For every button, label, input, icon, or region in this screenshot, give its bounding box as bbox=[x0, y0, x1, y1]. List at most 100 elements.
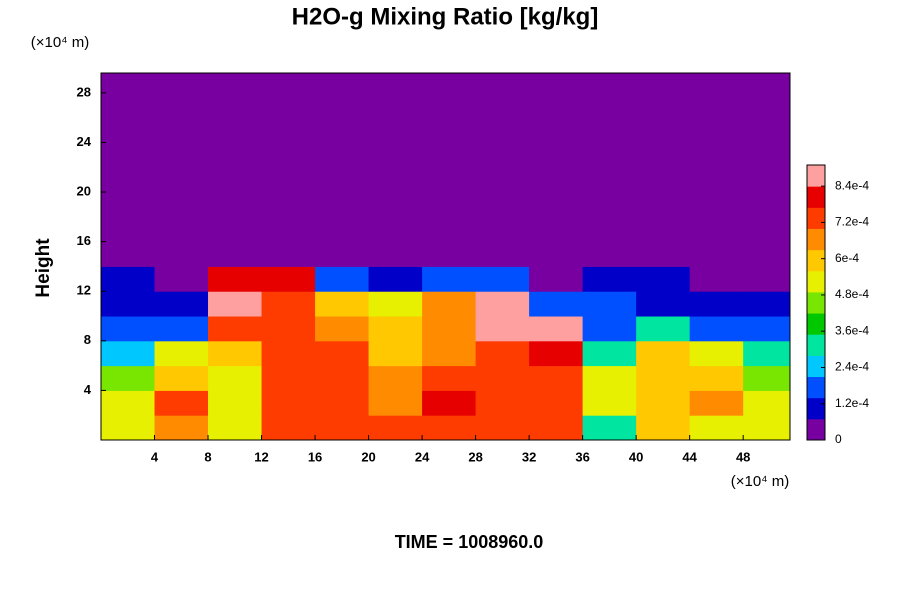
field-cell bbox=[529, 73, 584, 267]
y-tick-label: 8 bbox=[84, 332, 91, 347]
colorbar-band bbox=[807, 376, 825, 399]
colorbar-tick-label: 1.2e-4 bbox=[835, 396, 869, 410]
field-cell bbox=[101, 73, 156, 267]
field-cell bbox=[154, 340, 209, 367]
x-tick-label: 20 bbox=[361, 449, 375, 464]
colorbar-band bbox=[807, 186, 825, 208]
field-cell bbox=[208, 291, 263, 317]
field-cell bbox=[101, 415, 156, 440]
x-unit: (×10⁴ m) bbox=[731, 473, 790, 490]
field-cell bbox=[475, 390, 530, 416]
colorbar-tick-label: 0 bbox=[835, 432, 842, 446]
field-cell bbox=[154, 365, 209, 391]
colorbar-band bbox=[807, 313, 825, 335]
field-cell bbox=[422, 340, 477, 367]
field-cell bbox=[261, 415, 316, 440]
field-cell bbox=[208, 73, 263, 267]
field-cell bbox=[743, 316, 790, 342]
field-cell bbox=[261, 365, 316, 391]
field-cell bbox=[529, 291, 584, 317]
x-tick-label: 16 bbox=[308, 449, 322, 464]
field-cell bbox=[261, 390, 316, 416]
y-unit: (×10⁴ m) bbox=[31, 34, 90, 51]
field-cell bbox=[368, 365, 423, 391]
field-cell bbox=[368, 415, 423, 440]
y-axis-label: Height bbox=[33, 238, 54, 298]
field-cell bbox=[529, 316, 584, 342]
field-cell bbox=[582, 291, 637, 317]
field-cell bbox=[689, 365, 744, 391]
y-tick-label: 16 bbox=[77, 233, 91, 248]
field-cell bbox=[261, 340, 316, 367]
x-tick-label: 28 bbox=[468, 449, 482, 464]
field-cell bbox=[743, 73, 790, 267]
field-cell bbox=[422, 390, 477, 416]
x-tick-label: 36 bbox=[575, 449, 589, 464]
field-cell bbox=[743, 415, 790, 440]
field-cell bbox=[582, 73, 637, 267]
field-cell bbox=[315, 415, 370, 440]
field-cell bbox=[689, 291, 744, 317]
field-cell bbox=[475, 365, 530, 391]
colorbar-band bbox=[807, 270, 825, 293]
field-cell bbox=[636, 73, 691, 267]
field-cell bbox=[101, 390, 156, 416]
field-cell bbox=[315, 340, 370, 367]
field-cell bbox=[689, 73, 744, 267]
field-cell bbox=[101, 316, 156, 342]
field-cell bbox=[422, 291, 477, 317]
field-cell bbox=[315, 73, 370, 267]
field-cell bbox=[154, 291, 209, 317]
colorbar-tick-label: 7.2e-4 bbox=[835, 215, 869, 229]
field-cell bbox=[101, 266, 156, 292]
field-cell bbox=[475, 316, 530, 342]
field-cell bbox=[368, 73, 423, 267]
field-cell bbox=[154, 316, 209, 342]
colorbar-frame bbox=[806, 164, 826, 441]
field-cell bbox=[368, 291, 423, 317]
x-tick-label: 44 bbox=[682, 449, 697, 464]
field-cell bbox=[636, 415, 691, 440]
field-cell bbox=[743, 365, 790, 391]
field-cell bbox=[208, 340, 263, 367]
field-cell bbox=[154, 73, 209, 267]
field-cell bbox=[636, 340, 691, 367]
time-annotation: TIME = 1008960.0 bbox=[395, 532, 544, 552]
y-tick-label: 4 bbox=[84, 382, 92, 397]
colorbar-band bbox=[807, 207, 825, 229]
field-cell bbox=[689, 340, 744, 367]
field-cell bbox=[261, 266, 316, 292]
field-cell bbox=[261, 291, 316, 317]
colorbar-tick-label: 2.4e-4 bbox=[835, 360, 869, 374]
plot-frame bbox=[100, 72, 791, 441]
field-cell bbox=[582, 340, 637, 367]
field-cell bbox=[261, 316, 316, 342]
y-tick-label: 12 bbox=[77, 283, 91, 298]
field-cell bbox=[101, 291, 156, 317]
field-cell bbox=[154, 390, 209, 416]
field-cell bbox=[636, 291, 691, 317]
x-tick-label: 48 bbox=[736, 449, 750, 464]
colorbar-tick-label: 3.6e-4 bbox=[835, 323, 869, 337]
x-tick-label: 40 bbox=[629, 449, 643, 464]
field-cell bbox=[208, 365, 263, 391]
field-cell bbox=[529, 365, 584, 391]
field-cell bbox=[261, 73, 316, 267]
field-cell bbox=[208, 316, 263, 342]
field-cell bbox=[689, 316, 744, 342]
colorbar-band bbox=[807, 291, 825, 314]
colorbar-band bbox=[807, 418, 825, 441]
field-cell bbox=[529, 340, 584, 367]
colorbar-tick-label: 6e-4 bbox=[835, 251, 859, 265]
field-cell bbox=[422, 415, 477, 440]
field-cell bbox=[315, 266, 370, 292]
field-cell bbox=[582, 390, 637, 416]
field-cell bbox=[368, 340, 423, 367]
field-cell bbox=[475, 291, 530, 317]
field-cell bbox=[315, 390, 370, 416]
field-cell bbox=[636, 316, 691, 342]
field-cell bbox=[315, 316, 370, 342]
y-tick-label: 28 bbox=[77, 84, 91, 99]
colorbar-tick-label: 4.8e-4 bbox=[835, 287, 869, 301]
